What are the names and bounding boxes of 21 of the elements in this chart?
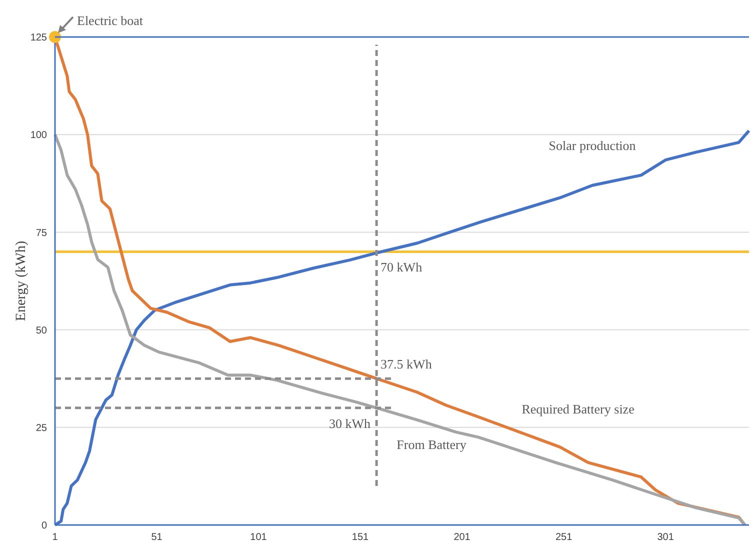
text: Electric boat: [77, 13, 144, 28]
y-axis-title: Energy (kWh): [14, 240, 29, 322]
x-tick-label: 301: [657, 532, 674, 544]
x-tick-label: 151: [352, 532, 370, 544]
series-label: Required Battery size: [522, 402, 635, 417]
y-tick-label: 25: [36, 422, 48, 434]
x-tick-label: 1: [52, 532, 58, 544]
y-tick-label: 125: [30, 32, 48, 44]
x-tick-label: 51: [151, 532, 163, 544]
annotation: 30 kWh: [329, 416, 372, 431]
y-tick-label: 0: [41, 520, 48, 532]
y-tick-label: 75: [36, 228, 48, 239]
y-tick-label: 100: [30, 130, 48, 142]
annotation: 37.5 kWh: [380, 356, 432, 372]
y-tick-label: 50: [36, 325, 48, 336]
series-label: From Battery: [396, 436, 467, 452]
series-label: Solar production: [548, 138, 636, 154]
x-tick-label: 201: [454, 532, 471, 544]
x-tick-label: 101: [250, 532, 268, 544]
x-tick-label: 251: [555, 532, 573, 544]
annotation: 70 kWh: [380, 260, 423, 275]
